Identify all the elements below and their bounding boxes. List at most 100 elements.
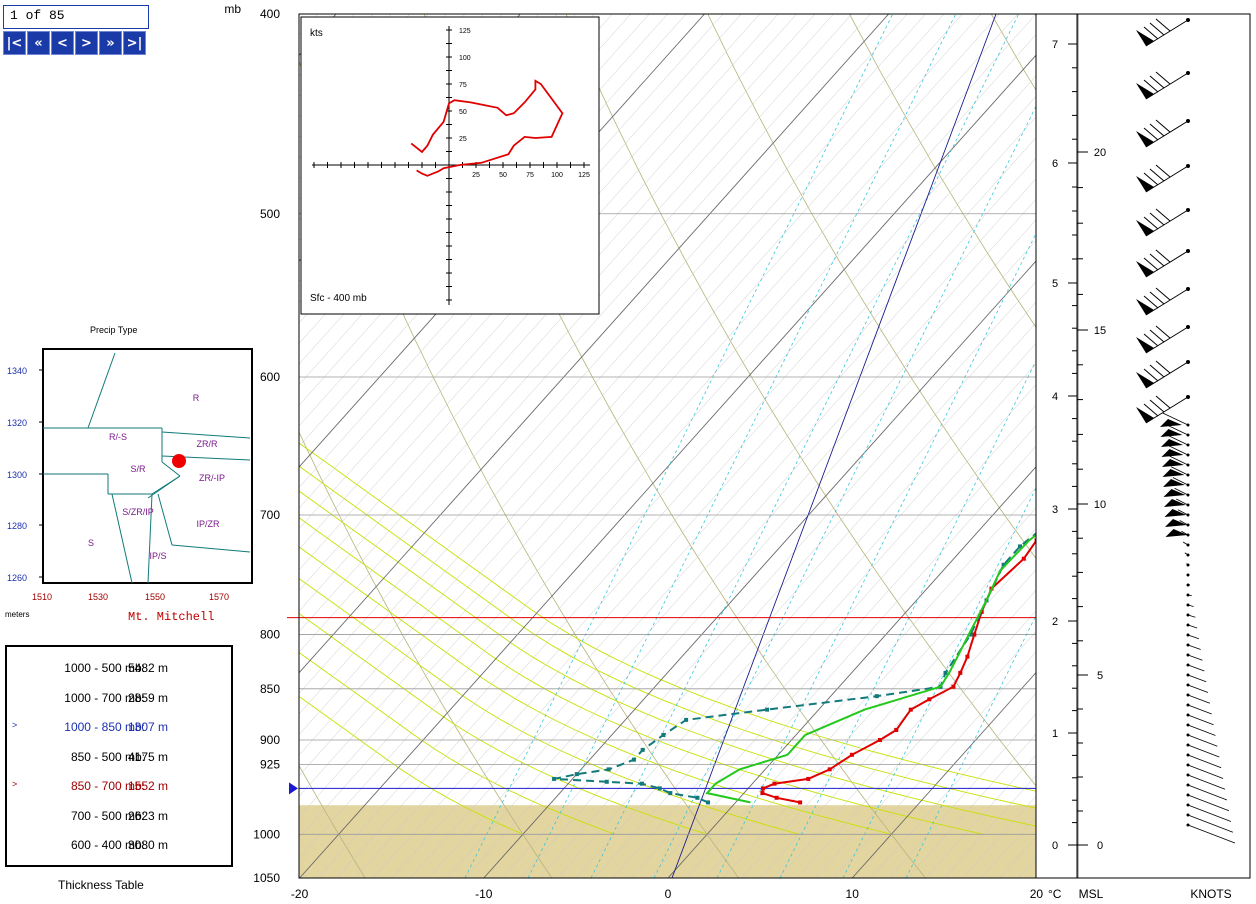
dewpoint-trace-point — [631, 757, 636, 762]
isotherm-minor — [299, 14, 945, 735]
barb-flag — [1136, 176, 1154, 192]
isotherm-minor — [391, 157, 1036, 878]
frame-navigation: |< « < > » >| — [3, 31, 146, 55]
thickness-row: 1000 - 500 mb: 5482 m — [7, 661, 235, 681]
barb-staff — [1186, 563, 1189, 566]
temperature-tick-label: 20 — [1030, 887, 1044, 901]
thickness-row: >1000 - 850 mb: 1307 m — [7, 720, 235, 740]
isotherm-minor — [1092, 14, 1256, 878]
hodograph-y-tick-label: 75 — [459, 82, 467, 89]
prev-frame-button[interactable]: < — [51, 31, 74, 55]
mixing-ratio-line — [527, 14, 957, 878]
thickness-row: >850 - 700 mb: 1552 m — [7, 779, 235, 799]
barb-staff — [1187, 684, 1209, 693]
isotherm-minor — [299, 34, 1036, 859]
barb-staff — [1187, 824, 1236, 844]
barb-feather — [1155, 287, 1171, 301]
isotherm-minor — [373, 137, 1036, 878]
barb-feather — [1143, 127, 1159, 141]
skewt-grid — [299, 14, 1256, 878]
barb-flag — [1165, 519, 1187, 527]
precip-boundary — [147, 493, 153, 584]
dry-adiabat — [707, 14, 1036, 560]
hodograph-y-tick-label: 25 — [459, 136, 467, 143]
barb-staff — [1179, 520, 1189, 526]
mixing-ratio-line — [716, 232, 1036, 878]
barb-flag — [1136, 407, 1154, 423]
thickness-value: 2859 m — [128, 690, 169, 705]
isotherm-minor — [557, 342, 1036, 878]
thickness-value: 5482 m — [128, 661, 169, 675]
right-panel-frame — [1035, 13, 1251, 879]
precip-x-tick-label: 1550 — [145, 592, 165, 602]
temperature-trace-point — [951, 684, 956, 689]
temperature-trace-point — [927, 697, 932, 702]
dry-adiabat — [299, 764, 366, 878]
rewind-button[interactable]: « — [27, 31, 50, 55]
dewpoint-trace-point — [1113, 447, 1117, 451]
barb-staff — [1145, 19, 1189, 47]
isotherm-minor — [299, 14, 853, 633]
dewpoint-trace-point — [1229, 194, 1233, 198]
parcel-trace — [705, 533, 1036, 804]
isotherm-minor — [336, 95, 1036, 878]
hodograph-y-tick-label: 50 — [459, 109, 467, 116]
isotherm-minor — [502, 281, 1036, 878]
hodograph-layer: Sfc - 400 mb — [310, 293, 367, 304]
isotherm-minor — [723, 528, 1036, 878]
barb-staff — [1187, 644, 1201, 650]
last-frame-button[interactable]: >| — [123, 31, 146, 55]
kft-label: 15 — [1094, 325, 1106, 337]
thickness-value: 2623 m — [128, 808, 169, 823]
trace-group — [552, 147, 1249, 805]
barb-feather — [1143, 216, 1159, 230]
precip-y-tick-label: 1320 — [7, 418, 27, 428]
barb-feather — [1149, 364, 1165, 378]
precip-unit: meters — [5, 610, 29, 619]
thickness-table: 1000 - 500 mb: 5482 m 1000 - 700 mb: 2859 m… — [5, 645, 233, 867]
barb-flag — [1136, 337, 1154, 353]
kft-label: 0 — [1097, 840, 1103, 852]
km-label: 4 — [1052, 391, 1058, 403]
barb-flag — [1164, 499, 1186, 507]
hodograph-x-tick-label: 75 — [526, 172, 534, 179]
fast-forward-button[interactable]: » — [99, 31, 122, 55]
precip-boundary — [157, 493, 173, 546]
knots-label: KNOTS — [1190, 887, 1231, 901]
isotherm-minor — [299, 14, 1018, 818]
barb-flag — [1161, 439, 1183, 447]
precip-y-tick-label: 1340 — [7, 366, 27, 376]
barb-staff — [1177, 509, 1189, 516]
isotherm-minor — [299, 14, 816, 591]
barb-staff — [1187, 724, 1216, 736]
barb-feather — [1149, 399, 1165, 413]
temperature-tick-label: 10 — [846, 887, 860, 901]
barb-flag — [1136, 30, 1154, 46]
isotherm-minor — [299, 14, 1000, 797]
kft-label: 5 — [1097, 670, 1103, 682]
barb-feather — [1155, 71, 1171, 85]
isotherm-minor — [649, 445, 1036, 878]
frame-counter-box[interactable] — [3, 5, 149, 29]
thickness-layer: 850 - 700 mb: — [70, 779, 145, 793]
isotherm-minor — [686, 487, 1036, 878]
thickness-row-marker: > — [12, 779, 18, 789]
barb-staff — [1145, 288, 1189, 316]
barb-staff — [1182, 541, 1189, 546]
isotherm-minor — [594, 384, 1036, 878]
thickness-value: 1307 m — [128, 720, 169, 734]
precip-y-tick-label: 1300 — [7, 470, 27, 480]
barb-staff — [1187, 664, 1205, 672]
barb-staff — [1187, 734, 1218, 747]
precip-region-label: ZR/R — [197, 439, 218, 449]
first-frame-button[interactable]: |< — [3, 31, 26, 55]
barb-feather — [1149, 253, 1165, 267]
barb-staff — [1187, 694, 1210, 704]
hodograph-unit: kts — [310, 28, 323, 39]
dewpoint-trace-point — [1245, 147, 1249, 151]
barb-staff — [1145, 120, 1189, 148]
isotherm-minor — [888, 713, 1036, 878]
next-frame-button[interactable]: > — [75, 31, 98, 55]
isotherm-minor — [1110, 14, 1256, 878]
temperature-trace-point — [774, 795, 779, 800]
